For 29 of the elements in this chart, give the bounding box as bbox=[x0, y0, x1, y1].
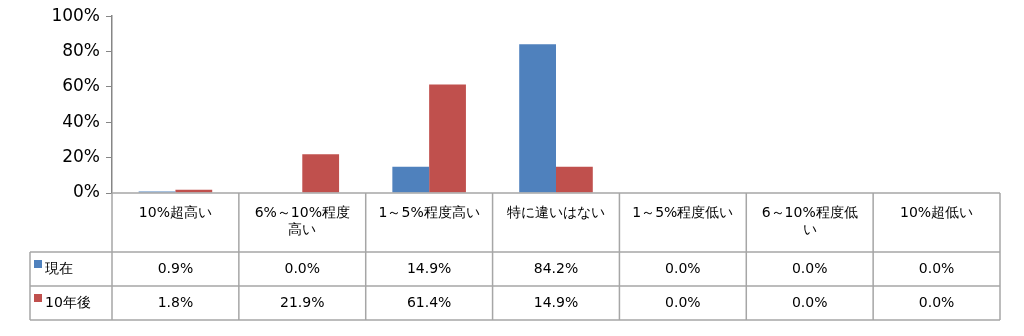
data-label: 0.0% bbox=[918, 293, 955, 310]
legend-label: 現在 bbox=[45, 259, 73, 276]
data-label: 0.9% bbox=[157, 259, 194, 276]
y-tick-label: 60% bbox=[62, 75, 100, 96]
data-label: 0.0% bbox=[918, 259, 955, 276]
data-label: 61.4% bbox=[406, 293, 452, 310]
data-label: 0.0% bbox=[665, 259, 701, 276]
legend-label: 10年後 bbox=[45, 293, 91, 310]
y-tick-label: 40% bbox=[62, 110, 100, 131]
x-tick-label: 6～10%程度低い bbox=[761, 204, 858, 237]
y-tick-label: 80% bbox=[62, 39, 100, 60]
data-label: 0.0% bbox=[791, 259, 828, 276]
y-tick-label: 20% bbox=[62, 146, 100, 167]
data-label: 0.0% bbox=[791, 293, 828, 310]
data-label: 84.2% bbox=[533, 259, 579, 276]
data-label: 0.0% bbox=[284, 259, 321, 276]
x-tick-label: 6%～10%程度高い bbox=[254, 204, 350, 237]
data-label: 14.9% bbox=[533, 293, 579, 310]
x-tick-label: 1～5%程度低い bbox=[632, 204, 734, 221]
data-label: 0.0% bbox=[665, 293, 701, 310]
x-tick-label: 特に違いはない bbox=[507, 204, 605, 221]
y-tick-label: 100% bbox=[51, 4, 100, 25]
data-label: 21.9% bbox=[280, 293, 325, 310]
x-tick-label: 10%超低い bbox=[900, 204, 974, 221]
x-tick-label: 1～5%程度高い bbox=[378, 204, 480, 221]
x-tick-label: 10%超高い bbox=[138, 204, 212, 221]
data-label: 1.8% bbox=[157, 293, 194, 310]
y-tick-label: 0% bbox=[73, 181, 100, 202]
data-label: 14.9% bbox=[406, 259, 452, 276]
